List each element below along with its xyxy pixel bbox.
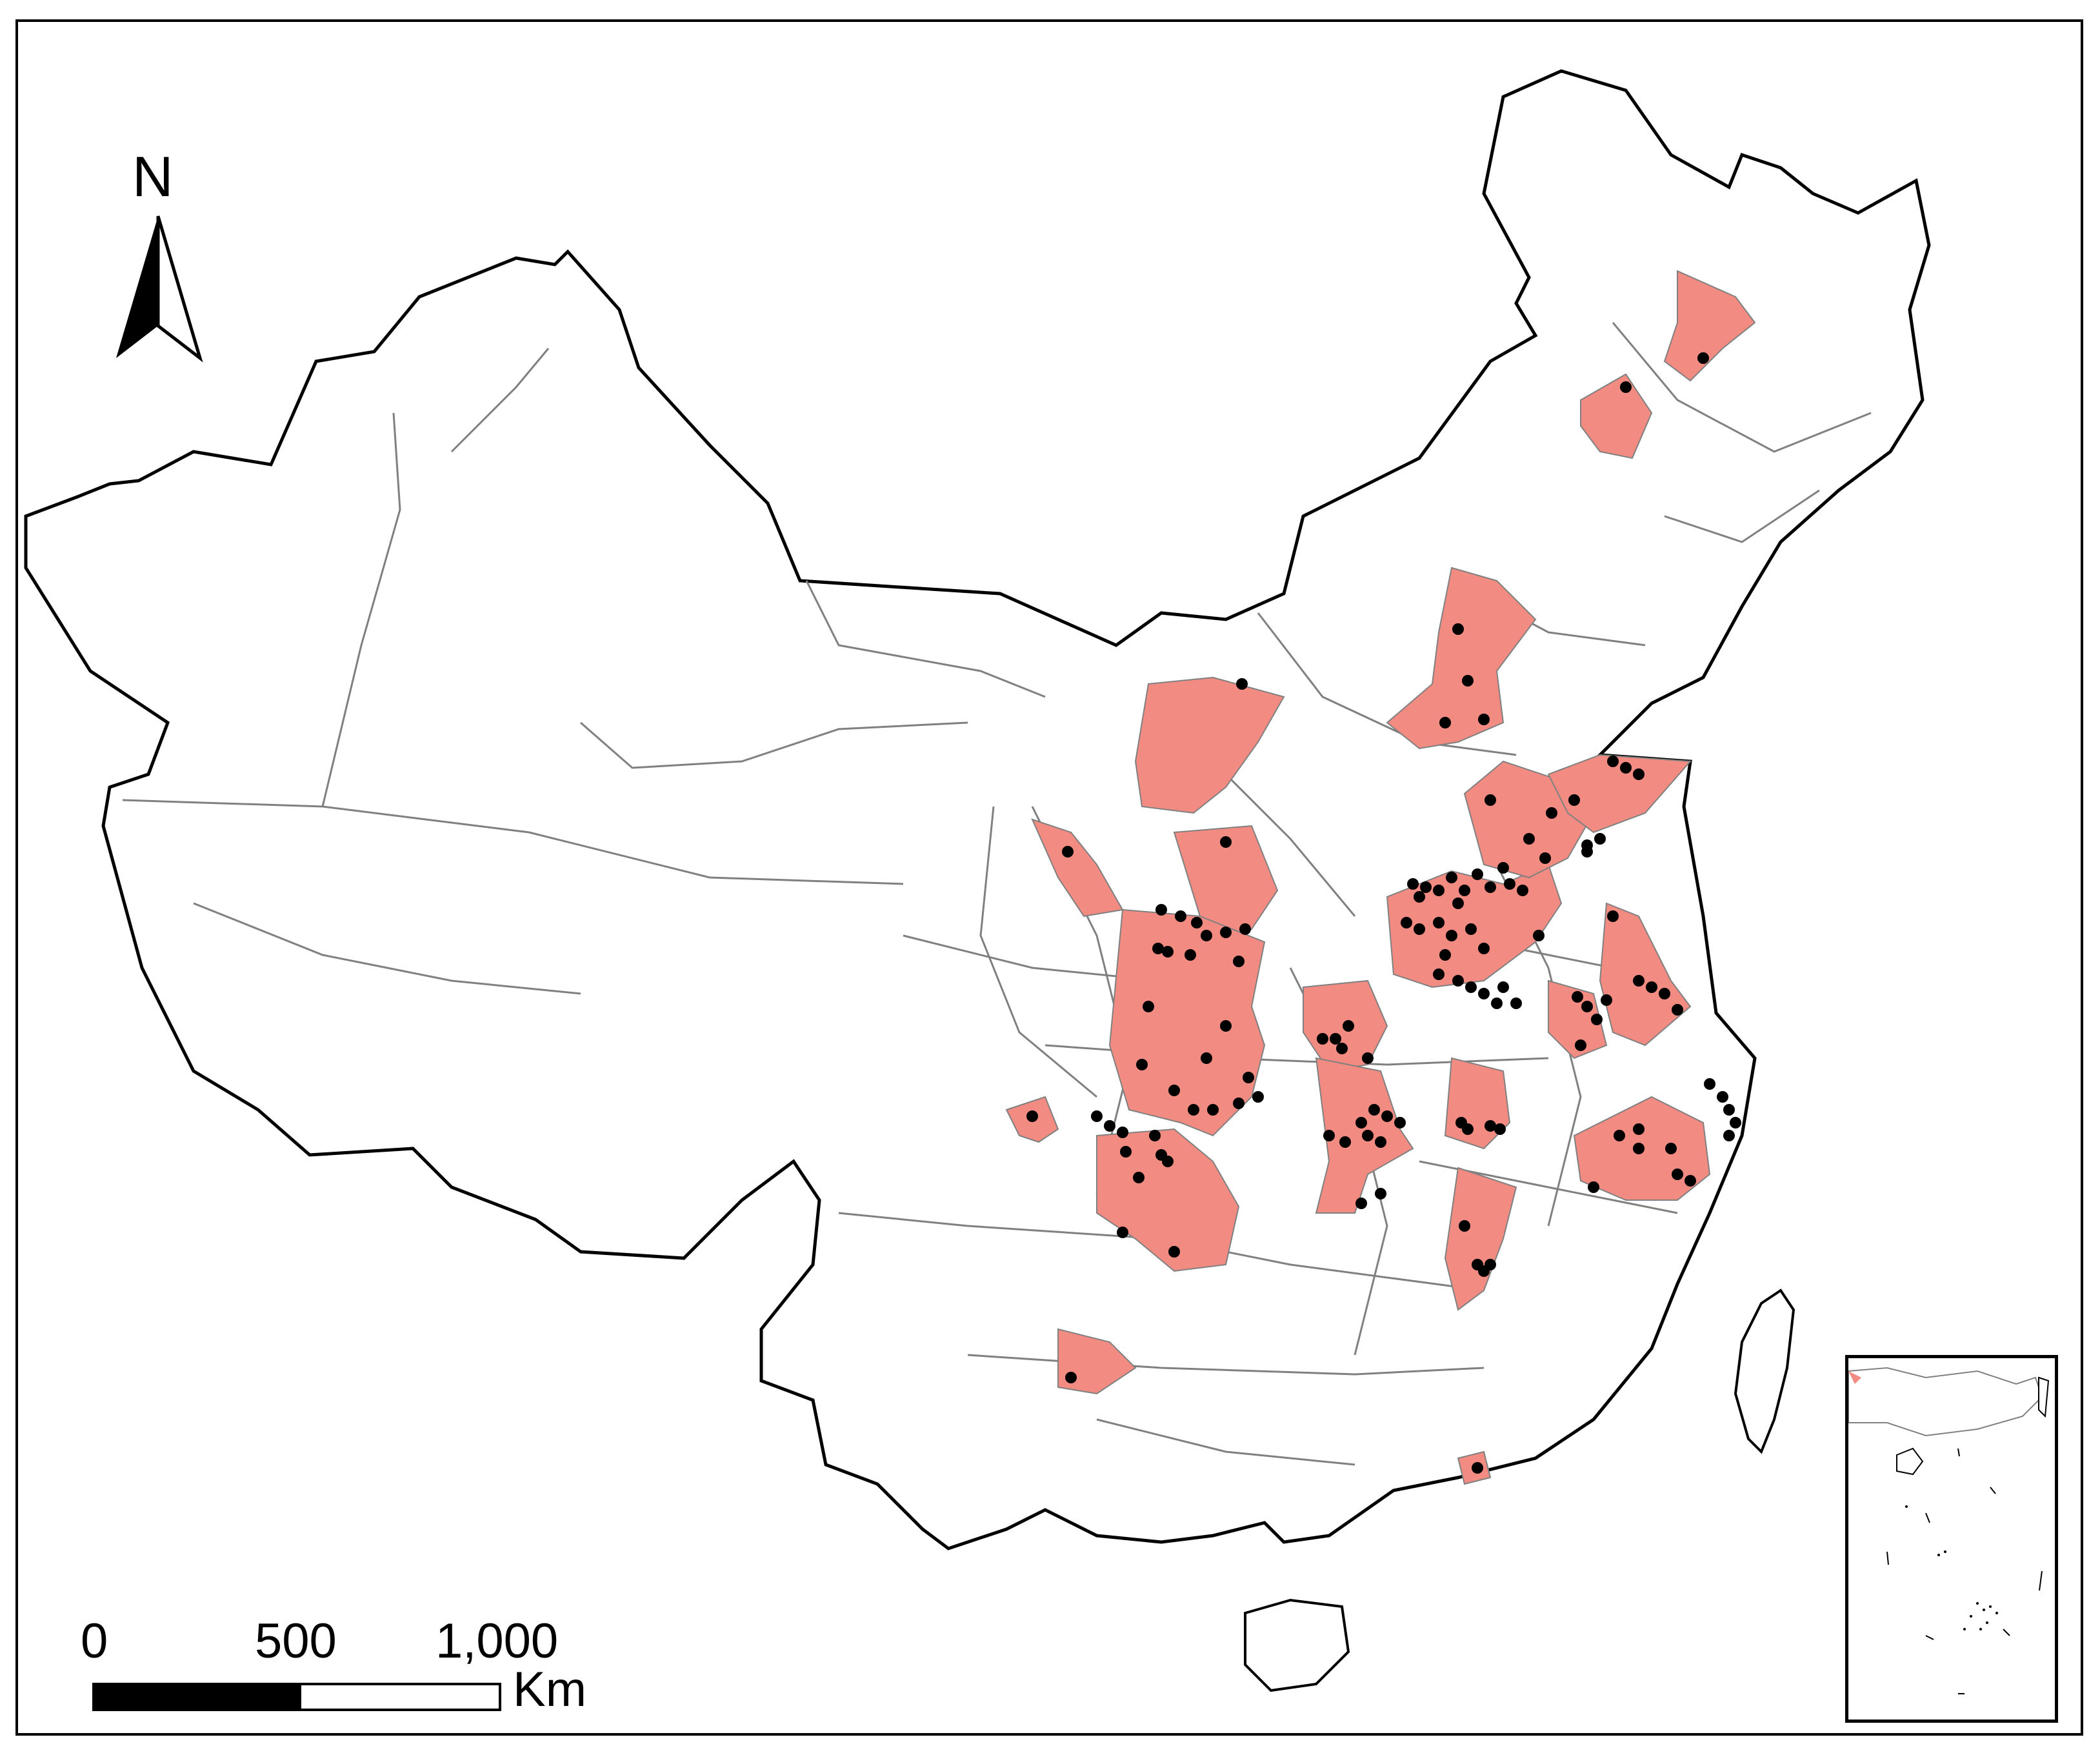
region-jiangxi bbox=[1444, 1167, 1517, 1311]
map-frame bbox=[15, 19, 2083, 1736]
region-heilongjiang-north bbox=[1663, 270, 1756, 382]
region-jiangsu bbox=[1599, 902, 1692, 1047]
region-guizhou bbox=[1057, 1328, 1137, 1395]
region-shandong-east bbox=[1547, 754, 1692, 834]
scale-tick-0: 0 bbox=[81, 1614, 108, 1669]
scale-tick-1000: 1,000 bbox=[435, 1614, 559, 1669]
inset-map bbox=[1848, 1367, 2050, 1694]
hainan-island bbox=[1244, 1598, 1350, 1692]
scale-unit-label: Km bbox=[513, 1662, 586, 1717]
scale-bar-graphic bbox=[92, 1683, 501, 1711]
taiwan-island bbox=[1734, 1289, 1795, 1454]
scale-tick-500: 500 bbox=[255, 1614, 337, 1669]
region-heilongjiang-south bbox=[1580, 373, 1653, 459]
region-chongqing bbox=[1096, 1128, 1240, 1272]
sample-points bbox=[1026, 352, 1741, 1474]
region-hebei-north bbox=[1386, 567, 1537, 750]
north-arrow-label: N bbox=[132, 145, 174, 208]
south-china-sea-inset bbox=[1845, 1355, 2058, 1723]
north-arrow-icon bbox=[116, 216, 203, 363]
region-anhui bbox=[1548, 979, 1608, 1059]
